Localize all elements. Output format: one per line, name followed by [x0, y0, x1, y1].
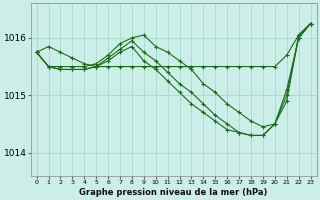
X-axis label: Graphe pression niveau de la mer (hPa): Graphe pression niveau de la mer (hPa): [79, 188, 268, 197]
